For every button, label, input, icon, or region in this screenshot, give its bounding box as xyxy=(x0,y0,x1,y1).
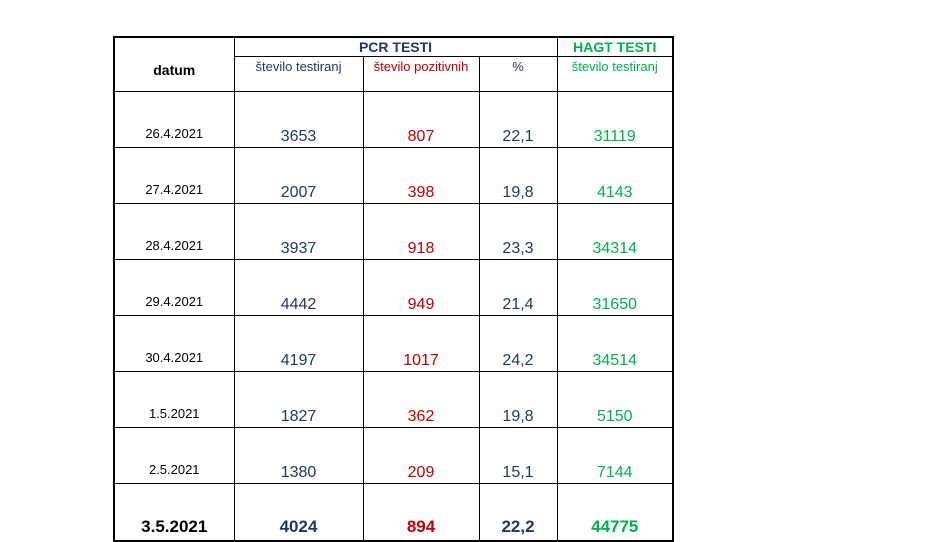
cell-pcr-positive: 209 xyxy=(362,427,480,484)
cell-pcr-positive: 949 xyxy=(362,259,480,316)
cell-pcr-tested: 2007 xyxy=(233,147,364,204)
cell-date: 1.5.2021 xyxy=(113,371,235,428)
cell-percent: 21,4 xyxy=(478,259,558,316)
cell-hagt-tested: 44775 xyxy=(556,483,674,542)
cell-date: 30.4.2021 xyxy=(113,315,235,372)
cell-hagt-tested: 34514 xyxy=(556,315,674,372)
cell-pcr-positive: 807 xyxy=(362,91,480,148)
cell-percent: 15,1 xyxy=(478,427,558,484)
header-pcr: PCR TESTI xyxy=(233,36,558,57)
cell-percent: 19,8 xyxy=(478,371,558,428)
header-row-groups: datum PCR TESTI HAGT TESTI xyxy=(113,36,674,92)
cell-date: 26.4.2021 xyxy=(113,91,235,148)
cell-pcr-positive: 918 xyxy=(362,203,480,260)
table-row: 1.5.2021 1827 362 19,8 5150 xyxy=(113,371,674,428)
header-pcr-tested: število testiranj xyxy=(233,56,364,92)
table-row: 27.4.2021 2007 398 19,8 4143 xyxy=(113,147,674,204)
cell-date: 28.4.2021 xyxy=(113,203,235,260)
cell-pcr-tested: 3653 xyxy=(233,91,364,148)
header-hagt: HAGT TESTI xyxy=(556,36,674,57)
cell-pcr-tested: 1827 xyxy=(233,371,364,428)
cell-date: 27.4.2021 xyxy=(113,147,235,204)
header-percent: % xyxy=(478,56,558,92)
cell-pcr-tested: 3937 xyxy=(233,203,364,260)
table-row: 28.4.2021 3937 918 23,3 34314 xyxy=(113,203,674,260)
header-pcr-positive: število pozitivnih xyxy=(362,56,480,92)
cell-pcr-positive: 1017 xyxy=(362,315,480,372)
cell-percent: 23,3 xyxy=(478,203,558,260)
header-datum: datum xyxy=(113,36,235,92)
table-row: 26.4.2021 3653 807 22,1 31119 xyxy=(113,91,674,148)
cell-pcr-tested: 4197 xyxy=(233,315,364,372)
table-row: 2.5.2021 1380 209 15,1 7144 xyxy=(113,427,674,484)
cell-pcr-positive: 894 xyxy=(362,483,480,542)
header-hagt-tested: število testiranj xyxy=(556,56,674,92)
table-row: 29.4.2021 4442 949 21,4 31650 xyxy=(113,259,674,316)
table-row: 3.5.2021 4024 894 22,2 44775 xyxy=(113,483,674,542)
cell-hagt-tested: 31650 xyxy=(556,259,674,316)
cell-hagt-tested: 4143 xyxy=(556,147,674,204)
cell-pcr-tested: 4442 xyxy=(233,259,364,316)
cell-date: 2.5.2021 xyxy=(113,427,235,484)
cell-percent: 19,8 xyxy=(478,147,558,204)
cell-percent: 24,2 xyxy=(478,315,558,372)
cell-pcr-positive: 398 xyxy=(362,147,480,204)
cell-pcr-positive: 362 xyxy=(362,371,480,428)
testing-table: datum PCR TESTI HAGT TESTI število testi… xyxy=(113,36,674,542)
cell-date: 29.4.2021 xyxy=(113,259,235,316)
cell-pcr-tested: 4024 xyxy=(233,483,364,542)
cell-pcr-tested: 1380 xyxy=(233,427,364,484)
cell-percent: 22,1 xyxy=(478,91,558,148)
cell-hagt-tested: 34314 xyxy=(556,203,674,260)
cell-percent: 22,2 xyxy=(478,483,558,542)
cell-hagt-tested: 5150 xyxy=(556,371,674,428)
cell-hagt-tested: 31119 xyxy=(556,91,674,148)
cell-date: 3.5.2021 xyxy=(113,483,235,542)
table-row: 30.4.2021 4197 1017 24,2 34514 xyxy=(113,315,674,372)
cell-hagt-tested: 7144 xyxy=(556,427,674,484)
